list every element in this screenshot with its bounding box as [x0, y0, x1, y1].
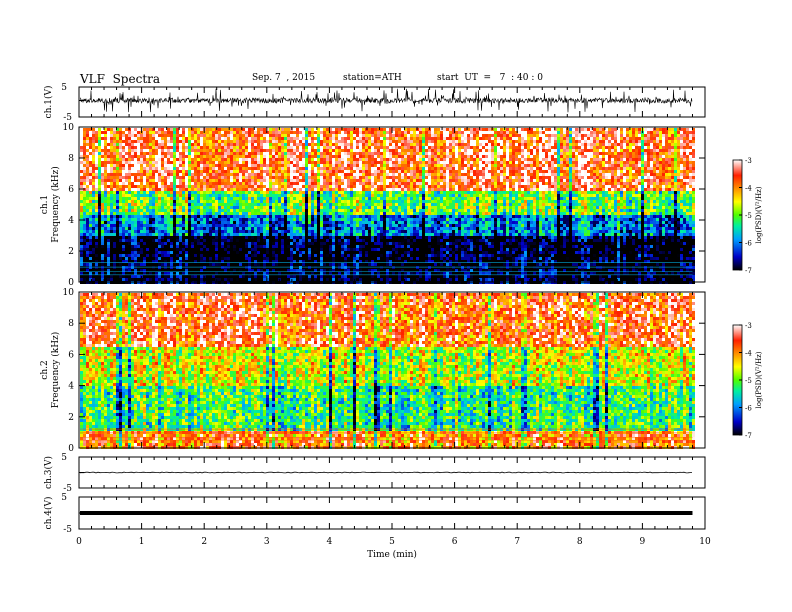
y-tick-label: 8: [68, 319, 74, 329]
x-tick-label: 1: [139, 537, 145, 547]
colorbar-tick-label: -6: [745, 405, 752, 413]
x-tick-label: 6: [452, 537, 458, 547]
ch4-waveform: [80, 472, 692, 473]
colorbar-tick-label: -7: [745, 432, 752, 440]
x-tick-label: 0: [76, 537, 82, 547]
ch1-ylabel: ch.1(V): [43, 86, 54, 119]
colorbar-tick-label: -6: [745, 240, 752, 248]
y-tick-label: 0: [68, 278, 74, 288]
colorbar-tick-label: -4: [745, 350, 752, 358]
y-tick-label: 2: [68, 413, 74, 423]
ch3-ylabel: Frequency (kHz): [50, 332, 61, 409]
ch2-colorbar-label: log(PSD)(V²/Hz): [755, 186, 763, 243]
x-tick-label: 8: [577, 537, 583, 547]
y-tick-label: 10: [63, 123, 75, 133]
y-tick-label: 2: [68, 247, 74, 257]
ch1-waveform: [80, 89, 692, 113]
y-tick-label: 6: [68, 350, 74, 360]
y-tick-label: 5: [61, 83, 67, 93]
x-axis-label: Time (min): [367, 549, 417, 560]
ch5-ylabel: ch.4(V): [43, 497, 54, 530]
x-tick-label: 4: [327, 537, 333, 547]
ch2-ylabel: Frequency (kHz): [50, 166, 61, 243]
colorbar-tick-label: -3: [745, 322, 752, 330]
y-tick-label: 5: [61, 453, 67, 463]
x-tick-label: 9: [640, 537, 646, 547]
y-tick-label: 0: [68, 444, 74, 454]
ch2-spectrogram: [80, 128, 695, 284]
x-tick-label: 2: [201, 537, 207, 547]
colorbar-tick-label: -5: [745, 212, 752, 220]
ch3-colorbar-label: log(PSD)(V²/Hz): [755, 351, 763, 408]
colorbar-tick-label: -5: [745, 377, 752, 385]
y-tick-label: 4: [68, 382, 74, 392]
y-tick-label: 10: [63, 288, 75, 298]
ch3-spectrogram: [80, 293, 695, 449]
colorbar-tick-label: -7: [745, 267, 752, 275]
y-tick-label: 8: [68, 154, 74, 164]
ch4-ylabel: ch.3(V): [43, 456, 54, 489]
y-tick-label: 5: [61, 493, 67, 503]
y-tick-label: 4: [68, 216, 74, 226]
x-tick-label: 10: [699, 537, 711, 547]
y-tick-label: -5: [63, 525, 72, 535]
ch2-channel-label: ch.1: [40, 195, 50, 214]
y-tick-label: -5: [63, 113, 72, 123]
colorbar-tick-label: -3: [745, 157, 752, 165]
ch3-channel-label: ch.2: [40, 360, 50, 379]
x-tick-label: 7: [514, 537, 520, 547]
y-tick-label: 6: [68, 185, 74, 195]
x-tick-label: 5: [389, 537, 395, 547]
colorbar-tick-label: -4: [745, 185, 752, 193]
x-tick-label: 3: [264, 537, 270, 547]
